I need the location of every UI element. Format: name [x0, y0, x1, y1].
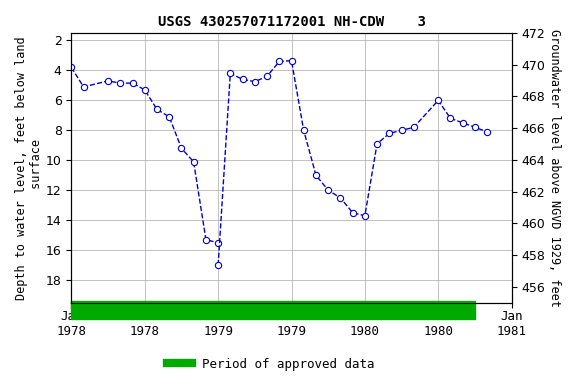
Legend: Period of approved data: Period of approved data	[162, 353, 380, 376]
Y-axis label: Groundwater level above NGVD 1929, feet: Groundwater level above NGVD 1929, feet	[548, 29, 561, 307]
Y-axis label: Depth to water level, feet below land
 surface: Depth to water level, feet below land su…	[15, 36, 43, 300]
Title: USGS 430257071172001 NH-CDW    3: USGS 430257071172001 NH-CDW 3	[157, 15, 426, 29]
